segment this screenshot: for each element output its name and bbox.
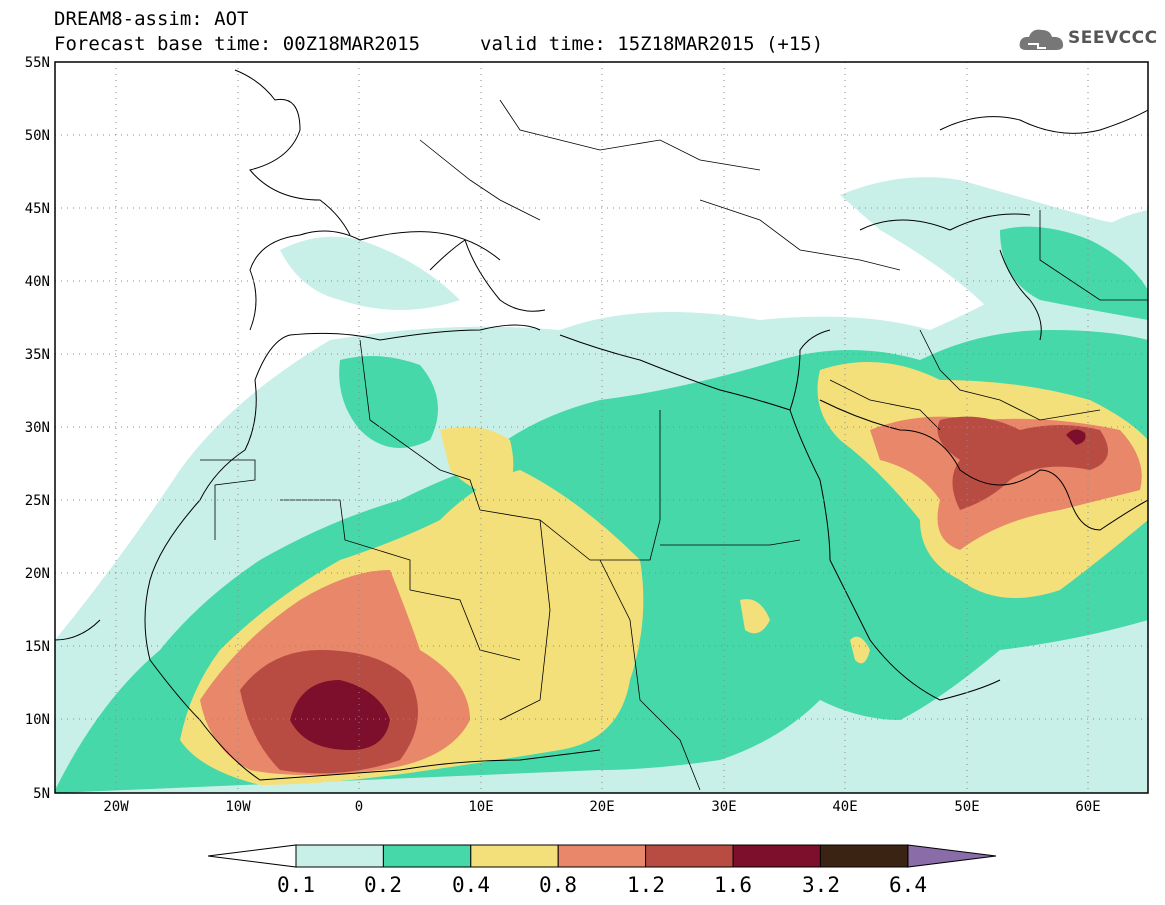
colorbar-label: 0.8 <box>539 873 577 897</box>
lat-label: 10N <box>25 712 50 728</box>
lon-label: 40E <box>832 799 857 815</box>
lat-label: 30N <box>25 420 50 436</box>
colorbar-label: 0.1 <box>277 873 315 897</box>
colorbar-swatch <box>557 844 647 868</box>
colorbar-label: 6.4 <box>889 873 927 897</box>
colorbar-swatch <box>819 844 909 868</box>
lon-label: 60E <box>1075 799 1100 815</box>
lat-label: 25N <box>25 493 50 509</box>
graticule <box>55 62 1148 793</box>
coastlines <box>55 69 1148 781</box>
aot-field <box>55 177 1148 793</box>
lat-label: 50N <box>25 128 50 144</box>
lat-label: 45N <box>25 201 50 217</box>
lat-label: 5N <box>33 786 50 802</box>
map-frame <box>54 61 1149 794</box>
lon-label: 50E <box>954 799 979 815</box>
lon-label: 20W <box>103 799 129 815</box>
colorbar-low-arrow <box>207 844 297 868</box>
lon-label: 10W <box>225 799 251 815</box>
lat-label: 35N <box>25 347 50 363</box>
logo-text: SEEVCCC <box>1068 28 1158 48</box>
colorbar-label: 1.2 <box>627 873 665 897</box>
colorbar-high-arrow <box>907 844 997 868</box>
colorbar-swatch <box>732 844 821 868</box>
lon-label: 10E <box>468 799 493 815</box>
colorbar-swatch <box>645 844 734 868</box>
lat-label: 20N <box>25 566 50 582</box>
title-line-1: DREAM8-assim: AOT <box>54 8 249 30</box>
colorbar-label: 0.2 <box>364 873 402 897</box>
lat-label: 15N <box>25 639 50 655</box>
lat-label: 55N <box>25 55 50 71</box>
country-borders <box>200 99 1148 791</box>
latitude-labels: 55N 50N 45N 40N 35N 30N 25N 20N 15N 10N … <box>25 55 50 802</box>
title-line-2: Forecast base time: 00Z18MAR2015 <box>54 33 421 55</box>
lon-label: 30E <box>711 799 736 815</box>
longitude-labels: 20W 10W 0 10E 20E 30E 40E 50E 60E <box>103 799 1100 815</box>
seevccc-logo: SEEVCCC <box>1018 24 1157 56</box>
colorbar-swatch <box>295 844 384 868</box>
colorbar-swatch <box>470 844 559 868</box>
lon-label: 20E <box>589 799 614 815</box>
lat-label: 40N <box>25 274 50 290</box>
colorbar: 0.1 0.2 0.4 0.8 1.2 1.6 3.2 6.4 <box>207 844 997 897</box>
cloud-icon <box>1019 29 1064 50</box>
colorbar-label: 3.2 <box>802 873 840 897</box>
colorbar-label: 0.4 <box>452 873 490 897</box>
colorbar-label: 1.6 <box>714 873 752 897</box>
valid-time: valid time: 15Z18MAR2015 (+15) <box>480 33 824 55</box>
colorbar-swatch <box>382 844 472 868</box>
lon-label: 0 <box>355 799 363 815</box>
